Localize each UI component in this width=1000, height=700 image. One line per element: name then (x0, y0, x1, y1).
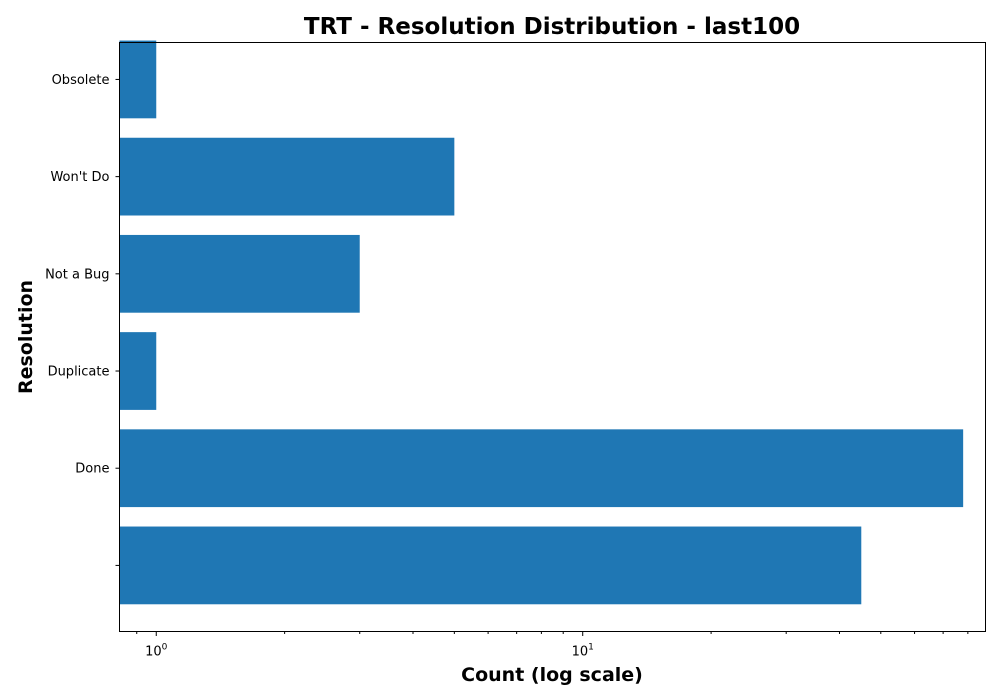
bar-won-t-do (119, 137, 455, 216)
bar-duplicate (119, 332, 157, 410)
x-tick-label: 101 (572, 643, 594, 660)
bar-done (119, 429, 964, 508)
x-tick-label: 100 (145, 643, 168, 660)
y-axis: Done Duplicate Not a Bug Won't Do Obsolete (45, 73, 120, 566)
bars-group (119, 40, 964, 605)
bar-obsolete (119, 40, 157, 119)
x-axis: 100 101 (136, 631, 969, 660)
y-axis-label: Resolution (15, 280, 37, 394)
y-tick-label: Not a Bug (45, 267, 109, 282)
x-axis-label: Count (log scale) (461, 664, 643, 686)
y-tick-label: Done (75, 462, 109, 477)
chart-title: TRT - Resolution Distribution - last100 (304, 14, 800, 40)
y-tick-label: Duplicate (48, 365, 110, 380)
bar-not-a-bug (119, 234, 360, 313)
y-tick-label: Won't Do (50, 170, 109, 185)
bar-blank (119, 526, 862, 605)
y-tick-label: Obsolete (52, 73, 110, 88)
plot-frame (119, 42, 986, 632)
